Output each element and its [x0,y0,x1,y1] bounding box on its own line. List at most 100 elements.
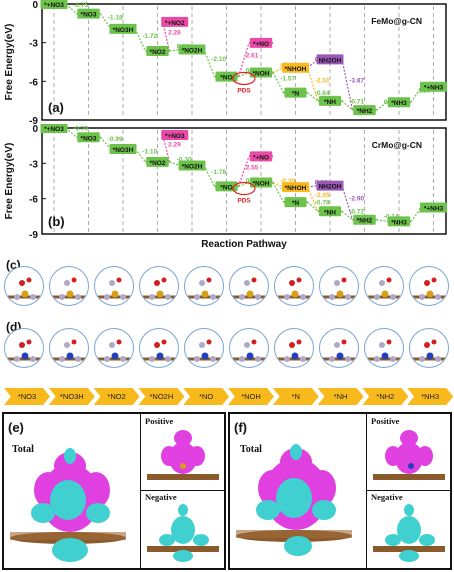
connector-line [341,185,354,220]
structures-row-crmo [0,326,454,372]
intermediate-label: *NO2 [107,392,126,401]
step-label: *+NH3 [424,85,444,92]
structure-image [409,328,449,368]
structure-image [319,328,359,368]
energy-change-label: -0.71 [349,99,364,106]
step-label-box [387,216,411,227]
structure-image [139,328,179,368]
step-label: *NO [220,75,232,82]
step-label: *NH3 [391,219,407,226]
energy-change-label: -1.18 [108,14,123,21]
connector-line [306,67,319,102]
step-label-box [316,180,344,191]
panel-label-f: (f) [234,420,247,435]
y-axis-label: Free Energy(eV) [4,143,15,220]
connector-line [238,71,250,78]
positive-inset: Positive [140,414,225,491]
energy-change-label: -2.90 [349,196,364,203]
step-label: *+NH3 [424,206,444,213]
connector-line [169,161,181,167]
pds-marker [232,71,256,86]
step-label-box [161,129,189,140]
total-density-image [236,444,352,556]
total-label: Total [240,444,262,455]
intermediate-label: *NO2H [149,392,174,401]
intermediate-label: *NH2 [376,392,395,401]
step-label-box [284,197,307,208]
step-label: *NO3 [81,135,97,142]
negative-density-image [147,504,219,562]
step-label-box [178,160,206,171]
energy-change-label: -2.51 [315,77,330,84]
step-label: *+NO3 [165,133,185,140]
energy-change-label: -0.78 [315,200,330,207]
step-label-box [178,44,206,55]
connector-line [341,100,353,111]
connector-line [376,219,388,222]
energy-profile-femo: 0 -3 -6 -9 Free Energy(eV) FeMo@g-CN (a) -0.75 -… [4,0,447,124]
step-label: *NOH [253,181,270,188]
connector-line [100,136,112,150]
pds-label: PDS [237,87,251,94]
step-label: *NO3 [81,12,97,19]
step-label: *NO3H [113,27,134,34]
connector-line [169,48,181,52]
structure-image [274,328,314,368]
step-label: *NH3 [391,100,407,107]
structure-image [49,266,89,306]
step-label-box [40,0,68,9]
connector-line [272,67,284,73]
intermediate-label: *NO [199,392,214,401]
connector-line [410,86,422,103]
connector-line [410,207,422,222]
energy-change-label: -3.87 [349,78,364,85]
step-label-box [282,182,309,193]
connector-line [307,201,319,212]
energy-change-label: -2.10 [211,56,226,63]
connector-line [203,165,216,187]
pds-label: PDS [237,198,251,205]
connector-line [134,28,147,52]
y-tick-label: -3 [29,39,38,50]
panel-label: (a) [48,100,64,115]
intermediate-arrow: *NOH [228,388,274,405]
intermediate-arrow: *NH [317,388,364,405]
structures-row-femo [0,264,454,310]
intermediate-label: *NH3 [421,392,440,401]
structure-image [364,266,404,306]
step-label: *NH [324,99,336,106]
step-label: *N [292,200,300,207]
intermediate-label: *NO3 [17,392,37,401]
energy-profile-crmo: 0 -3 -6 -9 Free Energy(eV) CrMo@g-CN (b) -0.79 -… [4,124,447,250]
connector-line [376,101,388,111]
connector-line [203,49,216,77]
negative-label: Negative [371,492,403,502]
structure-image [4,328,44,368]
step-label-box [109,23,137,34]
chart-title: CrMo@g-CN [372,140,422,150]
intermediate-label: *NO3H [59,392,84,401]
structure-image [4,266,44,306]
negative-label: Negative [145,492,177,502]
y-tick-label: 0 [32,0,38,11]
positive-label: Positive [145,416,174,426]
plot-frame [41,3,447,121]
structure-image [229,328,269,368]
energy-change-label: -1.10 [142,148,157,155]
connector-line [237,156,250,187]
energy-change-label: 2.29 [168,141,181,148]
charge-density-panel-e: (e) Total Positive Negative [2,412,226,570]
step-label: *NO2 [150,160,166,167]
step-label-box [420,81,447,92]
step-label-box [161,16,189,27]
step-label-box [249,151,273,162]
negative-density-image [373,504,445,562]
energy-change-label: 2.26 [168,29,181,36]
intermediate-arrow: *NO [183,388,230,405]
structure-image [319,266,359,306]
energy-change-label: -0.72 [349,209,364,216]
energy-change-label: -1.72 [142,33,157,40]
step-label: *+NO [253,41,269,48]
step-label-box [146,46,169,57]
step-label: *NO3H [113,147,134,154]
